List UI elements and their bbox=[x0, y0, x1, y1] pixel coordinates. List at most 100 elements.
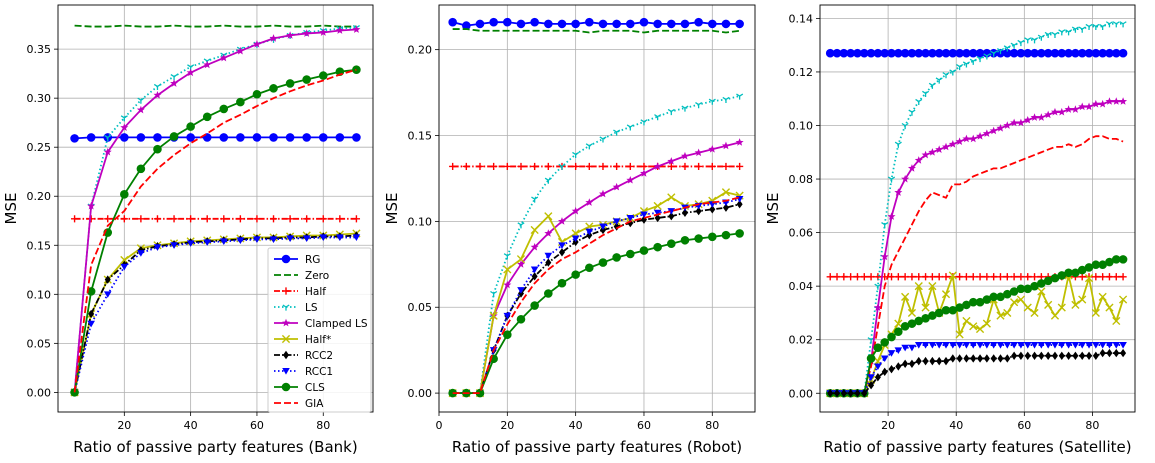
series-point-half-star bbox=[1010, 298, 1019, 307]
series-point-ls bbox=[962, 61, 970, 68]
series-point-half-star bbox=[1091, 308, 1100, 318]
series-point-half-star bbox=[969, 322, 978, 331]
series-point-half-star bbox=[948, 271, 957, 280]
series-point-clamped-ls bbox=[976, 132, 985, 140]
series-point-clamped-ls bbox=[598, 189, 607, 198]
series-point-half-star bbox=[982, 319, 991, 328]
series-line-cls bbox=[452, 232, 740, 395]
series-point-half bbox=[236, 215, 244, 223]
series-point-rcc2 bbox=[695, 206, 702, 216]
series-point-ls bbox=[558, 163, 566, 171]
legend-marker-half bbox=[282, 287, 290, 295]
y-axis-label: MSE bbox=[764, 193, 782, 225]
series-point-rcc1 bbox=[286, 235, 294, 243]
series-point-rg bbox=[653, 19, 662, 29]
series-point-clamped-ls bbox=[948, 140, 957, 148]
series-point-ls bbox=[956, 64, 964, 71]
series-point-ls bbox=[942, 72, 950, 79]
series-point-clamped-ls bbox=[901, 174, 910, 183]
series-point-rcc2 bbox=[929, 356, 936, 366]
series-point-cls bbox=[136, 164, 146, 174]
y-tick-label: 0.10 bbox=[27, 288, 52, 301]
series-line-clamped-ls bbox=[452, 141, 740, 395]
series-point-clamped-ls bbox=[1010, 118, 1019, 127]
series-point-clamped-ls bbox=[571, 206, 580, 215]
series-point-half bbox=[1024, 273, 1032, 281]
series-point-rg bbox=[503, 17, 512, 27]
series-point-rcc2 bbox=[868, 381, 875, 390]
legend: RG Zero Half LS Clamped LS Half* RCC2 RCC1 CLS GI… bbox=[267, 247, 372, 413]
series-point-half-star bbox=[1057, 303, 1066, 312]
series-point-rcc1 bbox=[1057, 342, 1066, 349]
series-point-rcc2 bbox=[977, 354, 984, 363]
series-point-rcc1 bbox=[1092, 342, 1100, 349]
series-point-rcc1 bbox=[612, 218, 621, 225]
series-point-clamped-ls bbox=[87, 201, 96, 210]
series-point-rcc1 bbox=[253, 236, 261, 243]
series-point-half-star bbox=[1037, 287, 1046, 296]
series-point-rcc2 bbox=[1113, 348, 1120, 358]
series-point-rg bbox=[120, 133, 129, 142]
series-point-cls bbox=[557, 278, 567, 288]
series-point-ls bbox=[654, 114, 662, 121]
series-point-rcc1 bbox=[599, 223, 607, 231]
series-point-rcc2 bbox=[847, 389, 854, 398]
x-tick-label: 80 bbox=[705, 419, 719, 432]
series-point-ls bbox=[990, 50, 998, 57]
series-point-rg bbox=[475, 19, 485, 29]
series-point-cls bbox=[721, 230, 731, 240]
series-point-half bbox=[269, 215, 278, 223]
series-point-half bbox=[1119, 273, 1127, 281]
series-point-rcc2 bbox=[990, 354, 997, 363]
series-point-cls bbox=[866, 354, 876, 363]
x-tick-label: 20 bbox=[881, 419, 895, 432]
series-point-rg bbox=[598, 19, 608, 29]
series-point-rcc1 bbox=[103, 291, 112, 298]
y-tick-label: 0.15 bbox=[408, 130, 433, 143]
series-point-rg bbox=[236, 133, 245, 142]
series-point-rcc1 bbox=[530, 266, 539, 274]
series-point-clamped-ls bbox=[203, 60, 212, 69]
series-point-clamped-ls bbox=[962, 134, 971, 143]
series-point-rcc2 bbox=[681, 208, 688, 217]
series-point-half bbox=[319, 215, 327, 223]
series-line-gia bbox=[452, 196, 740, 395]
series-point-rcc2 bbox=[1106, 348, 1113, 358]
series-point-rcc2 bbox=[1031, 351, 1038, 360]
legend-label-ls: LS bbox=[305, 302, 318, 314]
y-tick-label: 0.10 bbox=[408, 215, 433, 228]
series-point-clamped-ls bbox=[544, 229, 553, 237]
series-point-rcc2 bbox=[970, 354, 977, 363]
series-point-half bbox=[1112, 273, 1120, 281]
series-point-half bbox=[887, 273, 896, 281]
series-point-clamped-ls bbox=[667, 157, 676, 165]
series-point-rcc1 bbox=[1098, 342, 1107, 349]
series-point-half-star bbox=[901, 292, 910, 301]
series-line-half-star bbox=[830, 274, 1124, 395]
series-point-half bbox=[1105, 273, 1114, 281]
series-point-clamped-ls bbox=[942, 142, 950, 151]
series-line-zero bbox=[74, 24, 357, 28]
series-point-half bbox=[867, 273, 875, 281]
series-point-rcc1 bbox=[996, 342, 1005, 349]
series-point-clamped-ls bbox=[887, 212, 896, 220]
series-point-rcc2 bbox=[1011, 351, 1018, 360]
series-point-rcc1 bbox=[203, 239, 212, 246]
series-point-cls bbox=[1118, 255, 1128, 264]
series-point-cls bbox=[252, 89, 262, 99]
x-tick-label: 40 bbox=[569, 419, 583, 432]
series-point-rg bbox=[186, 133, 195, 142]
series-point-ls bbox=[996, 47, 1005, 55]
series-point-rg bbox=[219, 133, 229, 142]
series-line-zero bbox=[452, 28, 740, 34]
series-point-rcc2 bbox=[1065, 351, 1072, 360]
series-point-half-star bbox=[1044, 300, 1053, 309]
series-point-rcc2 bbox=[531, 272, 538, 281]
series-point-rcc2 bbox=[908, 359, 915, 369]
series-point-clamped-ls bbox=[352, 25, 361, 33]
series-point-rcc2 bbox=[1099, 348, 1106, 358]
series-point-clamped-ls bbox=[721, 141, 730, 150]
series-point-clamped-ls bbox=[921, 150, 930, 159]
series-point-clamped-ls bbox=[1016, 118, 1025, 127]
series-point-ls bbox=[1051, 31, 1059, 39]
